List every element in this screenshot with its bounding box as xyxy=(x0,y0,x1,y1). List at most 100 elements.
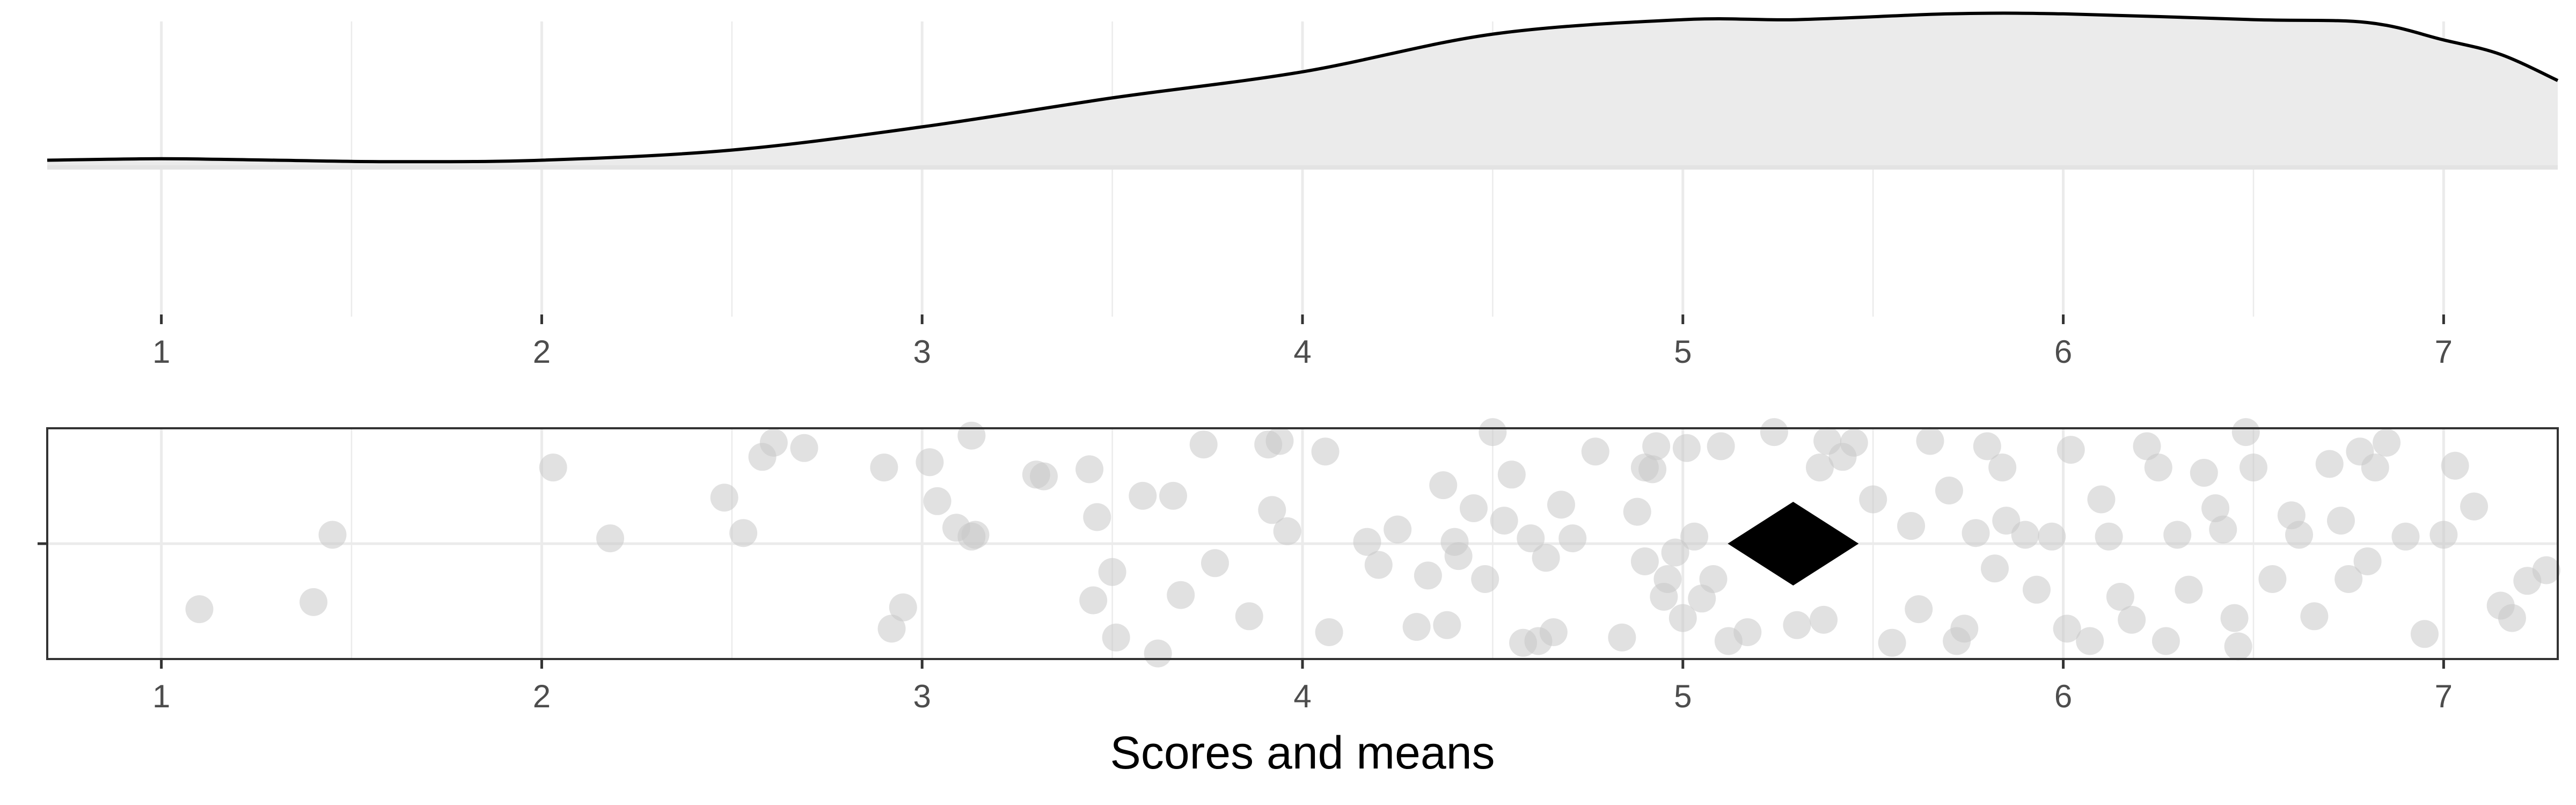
scatter-point xyxy=(1414,561,1442,590)
scatter-point xyxy=(889,593,917,621)
scatter-point xyxy=(2391,522,2420,551)
bottom-axis-tick-label: 5 xyxy=(1674,678,1692,714)
scatter-point xyxy=(759,428,788,457)
scatter-point xyxy=(539,453,567,482)
scatter-point xyxy=(2231,418,2260,447)
scatter-point xyxy=(299,588,328,616)
scatter-point xyxy=(1189,430,1218,459)
scatter-point xyxy=(916,448,944,477)
bottom-axis-tick-label: 2 xyxy=(533,678,551,714)
scatter-point xyxy=(2300,602,2329,631)
scatter-point xyxy=(1973,432,2001,460)
scatter-point xyxy=(1653,565,1682,593)
scatter-point xyxy=(2144,453,2172,482)
scatter-points xyxy=(185,418,2560,668)
scatter-point xyxy=(1539,618,1568,646)
scatter-point xyxy=(1159,481,1188,510)
scatter-point xyxy=(1311,437,1340,466)
scatter-point xyxy=(2106,583,2134,611)
scatter-point xyxy=(1630,547,1659,575)
top-axis-tick-label: 1 xyxy=(152,334,170,370)
scatter-point xyxy=(1859,485,1887,514)
scatter-point xyxy=(1760,418,1788,447)
scatter-point xyxy=(1258,496,1286,524)
scatter-point xyxy=(710,484,738,512)
top-axis-tick-label: 3 xyxy=(913,334,931,370)
scatter-point xyxy=(870,453,898,482)
scatter-point xyxy=(2038,522,2066,551)
scatter-point xyxy=(1547,491,1575,519)
top-axis-tick-label: 7 xyxy=(2435,334,2453,370)
scatter-point xyxy=(1402,613,1431,641)
scatter-point xyxy=(1030,462,1058,491)
scatter-point xyxy=(1273,517,1301,545)
top-axis-tick-label: 2 xyxy=(533,334,551,370)
scatter-point xyxy=(1642,432,1671,460)
scatter-point xyxy=(1265,427,1294,455)
top-axis-tick-label: 4 xyxy=(1293,334,1311,370)
scatter-point xyxy=(596,524,625,553)
scatter-point xyxy=(1075,455,1104,484)
scatter-point xyxy=(1980,554,2009,583)
scatter-point xyxy=(2353,547,2382,575)
scatter-point xyxy=(1471,565,1499,593)
scatter-point xyxy=(2220,604,2249,632)
scatter-point xyxy=(1144,639,1172,668)
scatter-point xyxy=(1459,494,1488,522)
scatter-point xyxy=(1707,432,1735,460)
scatter-point xyxy=(1479,418,1507,447)
scatter-point xyxy=(2118,605,2146,634)
bottom-axis-tick-label: 6 xyxy=(2054,678,2072,714)
scatter-point xyxy=(1733,618,1762,646)
scatter-point xyxy=(2460,492,2489,521)
scatter-point xyxy=(1429,471,1458,500)
scatter-point xyxy=(1532,544,1560,572)
scatter-point xyxy=(1680,522,1709,551)
scatter-point xyxy=(185,595,214,624)
scatter-point xyxy=(1353,528,1381,556)
scatter-point xyxy=(1098,558,1126,586)
scatter-point xyxy=(1783,611,1811,639)
scatter-point xyxy=(790,434,818,462)
scatter-point xyxy=(1083,503,1111,531)
scatter-point xyxy=(961,521,990,549)
scatter-point xyxy=(1364,551,1393,579)
top-axis-tick-label: 5 xyxy=(1674,334,1692,370)
scatter-point xyxy=(2190,459,2218,487)
scatter-point xyxy=(1608,623,1636,652)
scatter-point xyxy=(2175,575,2203,604)
density-line xyxy=(47,11,2559,164)
scatter-point xyxy=(2053,614,2081,643)
scatter-point xyxy=(1315,618,1343,646)
scatter-point xyxy=(1638,455,1667,484)
scatter-point xyxy=(1079,586,1108,614)
scatter-point xyxy=(1935,477,1963,504)
density-panel: 1 2 3 4 5 6 7 xyxy=(47,11,2559,370)
scatter-point xyxy=(1897,512,1926,540)
scatter-point xyxy=(2239,453,2267,482)
top-axis-tick-label: 6 xyxy=(2054,334,2072,370)
scatter-point xyxy=(2285,521,2314,549)
scatter-point xyxy=(1201,549,1229,577)
scatter-point xyxy=(2201,494,2230,522)
scatter-point xyxy=(2087,485,2116,514)
scatter-point xyxy=(877,614,906,643)
scatter-point xyxy=(957,421,986,450)
scatter-point xyxy=(2429,521,2458,549)
x-axis-title: Scores and means xyxy=(1110,727,1495,779)
scatter-point xyxy=(1992,507,2021,535)
scatter-point xyxy=(2011,521,2039,549)
scatter-point xyxy=(2441,451,2469,480)
mean-diamond-marker xyxy=(1728,502,1859,586)
scatter-point xyxy=(923,487,952,515)
scatter-point xyxy=(1950,614,1979,643)
scatter-point xyxy=(1444,542,1473,570)
scatter-point xyxy=(1490,507,1518,535)
scatter-point xyxy=(1805,453,1834,482)
scatter-point xyxy=(1916,427,1944,455)
scatter-point xyxy=(1905,595,1933,624)
scatter-point xyxy=(1962,519,1990,547)
top-x-axis: 1 2 3 4 5 6 7 xyxy=(152,314,2453,370)
scatter-panel: 1 2 3 4 5 6 7 xyxy=(38,418,2560,714)
scatter-point xyxy=(2095,522,2123,551)
